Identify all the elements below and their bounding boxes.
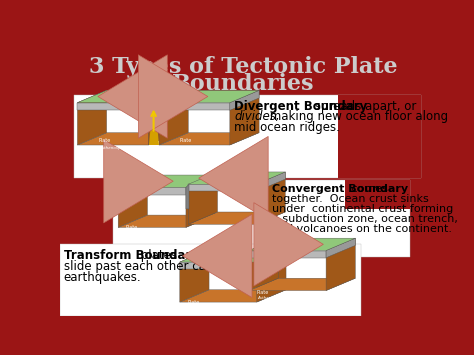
Polygon shape <box>77 90 177 103</box>
Polygon shape <box>257 250 286 269</box>
Polygon shape <box>159 90 259 103</box>
Polygon shape <box>256 172 285 191</box>
Text: Plate: Plate <box>257 290 269 295</box>
Polygon shape <box>230 90 259 145</box>
Text: mid ocean ridges.: mid ocean ridges. <box>235 121 340 134</box>
Polygon shape <box>159 103 230 110</box>
Text: Boundaries: Boundaries <box>172 73 314 95</box>
Polygon shape <box>180 262 257 269</box>
Polygon shape <box>159 90 188 145</box>
Polygon shape <box>188 212 285 224</box>
Polygon shape <box>186 184 189 209</box>
Text: Plate: Plate <box>180 138 192 143</box>
Text: comes: comes <box>347 184 388 194</box>
FancyBboxPatch shape <box>61 244 361 316</box>
Polygon shape <box>326 238 356 290</box>
Polygon shape <box>249 238 278 290</box>
Text: Asthenosphere: Asthenosphere <box>257 296 288 300</box>
Polygon shape <box>180 290 286 302</box>
Text: spreads apart, or: spreads apart, or <box>310 100 416 113</box>
Text: divides,: divides, <box>235 110 280 123</box>
Text: 3 Types of Tectonic Plate: 3 Types of Tectonic Plate <box>89 56 397 78</box>
Text: a subduction zone, ocean trench,: a subduction zone, ocean trench, <box>272 214 458 224</box>
Polygon shape <box>77 133 177 145</box>
Text: Plate: Plate <box>99 138 111 143</box>
Polygon shape <box>148 90 177 145</box>
Polygon shape <box>118 175 147 228</box>
Polygon shape <box>148 90 177 110</box>
Polygon shape <box>249 238 356 251</box>
Polygon shape <box>77 90 107 145</box>
Text: and volcanoes on the continent.: and volcanoes on the continent. <box>272 224 452 234</box>
Polygon shape <box>188 172 285 184</box>
Text: plates: plates <box>137 249 177 262</box>
Text: Plate: Plate <box>188 300 200 305</box>
Polygon shape <box>149 104 159 145</box>
Polygon shape <box>186 175 215 195</box>
Polygon shape <box>249 278 356 290</box>
Polygon shape <box>159 133 259 145</box>
Text: earthquakes.: earthquakes. <box>64 271 141 284</box>
Text: Plate: Plate <box>126 225 138 230</box>
Polygon shape <box>188 172 218 224</box>
Polygon shape <box>256 172 285 224</box>
FancyBboxPatch shape <box>74 95 421 178</box>
Text: together.  Ocean crust sinks: together. Ocean crust sinks <box>272 194 429 204</box>
Polygon shape <box>180 250 286 262</box>
Polygon shape <box>180 250 209 302</box>
Polygon shape <box>186 175 215 228</box>
FancyBboxPatch shape <box>113 180 410 257</box>
Text: Asthenosphere: Asthenosphere <box>99 146 130 150</box>
Text: slide past each other causing: slide past each other causing <box>64 260 237 273</box>
Polygon shape <box>118 187 186 195</box>
Polygon shape <box>77 103 148 110</box>
Text: Transform Boundary: Transform Boundary <box>64 249 199 262</box>
Polygon shape <box>118 215 215 228</box>
Polygon shape <box>230 90 259 110</box>
Polygon shape <box>249 251 326 258</box>
Text: Convergent Boundary: Convergent Boundary <box>272 184 408 194</box>
Text: Divergent Boundary: Divergent Boundary <box>235 100 368 113</box>
Polygon shape <box>326 238 356 258</box>
Text: Asthenosphere: Asthenosphere <box>126 230 157 235</box>
Text: under  continental crust forming: under continental crust forming <box>272 204 454 214</box>
FancyBboxPatch shape <box>337 95 421 178</box>
Text: making new ocean floor along: making new ocean floor along <box>266 110 448 123</box>
Polygon shape <box>118 175 215 187</box>
Polygon shape <box>188 184 256 191</box>
FancyBboxPatch shape <box>346 180 410 209</box>
Polygon shape <box>257 250 286 302</box>
